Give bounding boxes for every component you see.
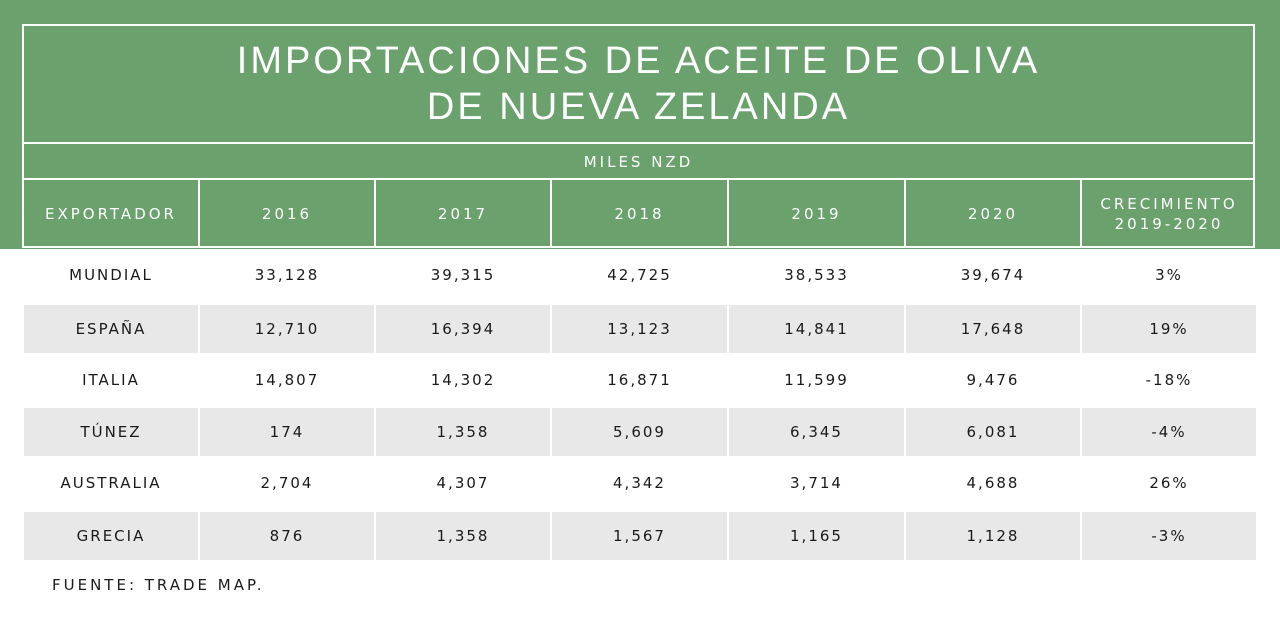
table-cell: 6,345 bbox=[729, 408, 904, 456]
column-header-6: CRECIMIENTO 2019-2020 bbox=[1082, 180, 1256, 248]
table-cell: 1,358 bbox=[376, 512, 550, 560]
column-header-5: 2020 bbox=[967, 205, 1019, 223]
table-cell: 17,648 bbox=[906, 305, 1080, 353]
table-cell: -18% bbox=[1145, 371, 1193, 389]
table-cell: 26% bbox=[1149, 474, 1189, 492]
column-header-1: 2016 bbox=[261, 205, 313, 223]
row-label: TÚNEZ bbox=[24, 408, 198, 456]
table-cell: 39,674 bbox=[960, 266, 1026, 284]
row-label: ITALIA bbox=[82, 371, 140, 389]
table-cell: 9,476 bbox=[966, 371, 1020, 389]
table-cell: 39,315 bbox=[430, 266, 496, 284]
units-label: MILES NZD bbox=[583, 152, 694, 171]
title-line-2: DE NUEVA ZELANDA bbox=[426, 86, 851, 128]
table-cell: 19% bbox=[1082, 305, 1256, 353]
header-frame bbox=[22, 24, 1255, 248]
table-cell: 1,358 bbox=[376, 408, 550, 456]
row-label: AUSTRALIA bbox=[60, 474, 162, 492]
column-header-3: 2018 bbox=[614, 205, 665, 223]
title-line-1: IMPORTACIONES DE ACEITE DE OLIVA bbox=[236, 40, 1041, 82]
row-label: MUNDIAL bbox=[69, 266, 153, 284]
table-cell: 16,394 bbox=[376, 305, 550, 353]
column-header-2: 2017 bbox=[437, 205, 489, 223]
table-cell: 14,302 bbox=[430, 371, 496, 389]
row-label: ESPAÑA bbox=[24, 305, 198, 353]
divider-title bbox=[22, 142, 1255, 144]
table-cell: 11,599 bbox=[784, 371, 849, 389]
table-cell: 174 bbox=[200, 408, 374, 456]
source-note: FUENTE: TRADE MAP. bbox=[52, 576, 265, 594]
header-background bbox=[0, 0, 1280, 249]
table-row: ITALIA 14,807 14,302 16,871 11,599 9,476 -18% bbox=[24, 356, 1256, 404]
chart-title: IMPORTACIONES DE ACEITE DE OLIVA DE NUEV… bbox=[24, 26, 1253, 142]
table-cell: 13,123 bbox=[552, 305, 727, 353]
table-cell: 3,714 bbox=[790, 474, 843, 492]
table-cell: 16,871 bbox=[607, 371, 672, 389]
table-cell: 1,165 bbox=[729, 512, 904, 560]
table-cell: 6,081 bbox=[906, 408, 1080, 456]
table-cell: 4,342 bbox=[613, 474, 666, 492]
header-divider-0 bbox=[198, 180, 200, 248]
table-cell: 14,841 bbox=[729, 305, 904, 353]
table-cell: 14,807 bbox=[254, 371, 320, 389]
table-cell: 1,128 bbox=[906, 512, 1080, 560]
table-cell: 5,609 bbox=[552, 408, 727, 456]
table-row: GRECIA 876 1,358 1,567 1,165 1,128 -3% bbox=[24, 512, 1256, 560]
table-cell: 876 bbox=[200, 512, 374, 560]
divider-units bbox=[22, 178, 1255, 180]
table-cell: 2,704 bbox=[260, 474, 314, 492]
table-row: ESPAÑA 12,710 16,394 13,123 14,841 17,648 19% bbox=[24, 305, 1256, 353]
table-cell: -4% bbox=[1082, 408, 1256, 456]
table-cell: 33,128 bbox=[254, 266, 320, 284]
growth-header-line-1: CRECIMIENTO bbox=[1100, 195, 1238, 213]
table-cell: 12,710 bbox=[200, 305, 374, 353]
table-cell: 38,533 bbox=[784, 266, 849, 284]
growth-header-line-2: 2019-2020 bbox=[1114, 215, 1224, 233]
table-cell: 4,688 bbox=[966, 474, 1020, 492]
header-divider-3 bbox=[727, 180, 729, 248]
row-label: GRECIA bbox=[24, 512, 198, 560]
table-row: TÚNEZ 174 1,358 5,609 6,345 6,081 -4% bbox=[24, 408, 1256, 456]
table-row: MUNDIAL 33,128 39,315 42,725 38,533 39,674 3% bbox=[24, 251, 1256, 299]
table-cell: -3% bbox=[1082, 512, 1256, 560]
column-header-4: 2019 bbox=[791, 205, 842, 223]
table-cell: 1,567 bbox=[552, 512, 727, 560]
table-cell: 42,725 bbox=[607, 266, 672, 284]
header-divider-1 bbox=[374, 180, 376, 248]
header-divider-4 bbox=[904, 180, 906, 248]
table-cell: 4,307 bbox=[436, 474, 490, 492]
header-divider-5 bbox=[1080, 180, 1082, 248]
column-header-0: EXPORTADOR bbox=[45, 205, 177, 223]
table-row: AUSTRALIA 2,704 4,307 4,342 3,714 4,688 26% bbox=[24, 459, 1256, 507]
table-cell: 3% bbox=[1155, 266, 1183, 284]
header-divider-2 bbox=[550, 180, 552, 248]
